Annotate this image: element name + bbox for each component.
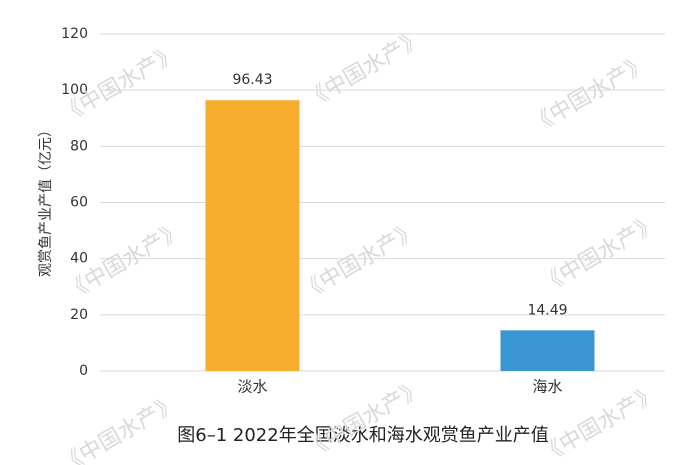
x-tick-label: 海水 bbox=[532, 378, 562, 396]
watermark: 《中国水产》 bbox=[296, 218, 423, 306]
value-label: 96.43 bbox=[232, 72, 272, 88]
watermark: 《中国水产》 bbox=[301, 376, 428, 464]
chart-title: 图6–1 2022年全国淡水和海水观赏鱼产业产值 bbox=[177, 425, 548, 446]
value-label: 14.49 bbox=[527, 302, 567, 318]
y-axis-label: 观赏鱼产业产值（亿元） bbox=[37, 123, 54, 277]
y-tick-label: 80 bbox=[70, 138, 88, 154]
watermark: 《中国水产》 bbox=[56, 391, 183, 465]
watermark: 《中国水产》 bbox=[536, 211, 663, 299]
watermark: 《中国水产》 bbox=[301, 26, 428, 114]
y-tick-label: 60 bbox=[70, 195, 88, 211]
y-tick-label: 40 bbox=[70, 251, 88, 267]
y-tick-label: 120 bbox=[61, 26, 88, 42]
y-tick-label: 20 bbox=[70, 307, 88, 323]
bar bbox=[500, 330, 595, 371]
x-tick-label: 淡水 bbox=[237, 378, 267, 396]
y-tick-label: 100 bbox=[61, 82, 88, 98]
bar bbox=[205, 100, 300, 371]
y-tick-label: 0 bbox=[79, 363, 88, 379]
watermark: 《中国水产》 bbox=[526, 51, 653, 139]
